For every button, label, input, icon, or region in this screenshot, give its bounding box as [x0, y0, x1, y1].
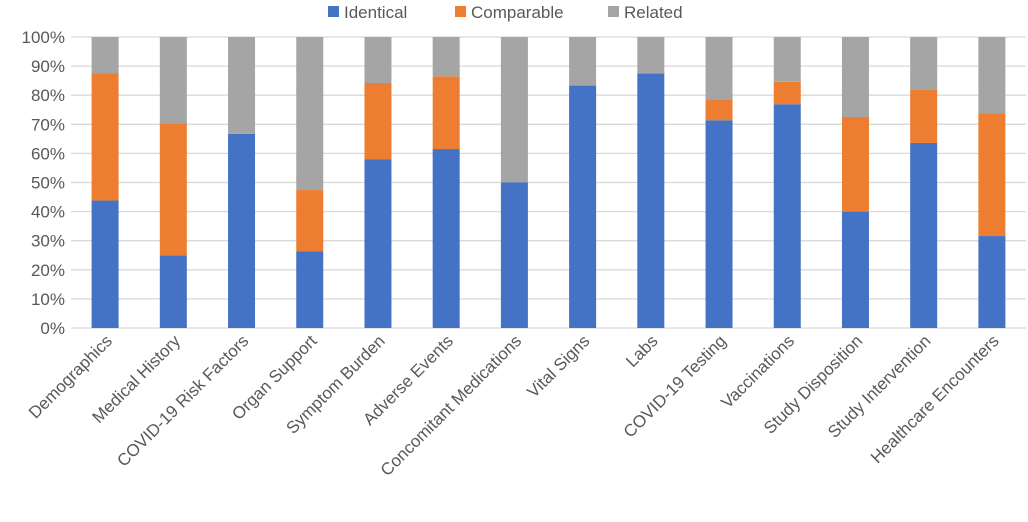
y-tick-label: 70%: [31, 115, 65, 134]
y-tick-label: 60%: [31, 144, 65, 163]
bar-comparable: [910, 89, 938, 143]
bar-identical: [637, 73, 665, 328]
y-tick-label: 30%: [31, 232, 65, 251]
bar-identical: [159, 255, 187, 328]
legend-label: Related: [624, 3, 683, 22]
bar-comparable: [773, 81, 801, 105]
bar-comparable: [296, 190, 324, 252]
bar-identical: [91, 200, 119, 328]
y-tick-label: 10%: [31, 290, 65, 309]
bar-identical: [910, 142, 938, 328]
bar-related: [773, 37, 801, 82]
bar-identical: [364, 159, 392, 328]
bar-comparable: [432, 76, 460, 150]
bar-related: [637, 37, 665, 74]
bar-related: [364, 37, 392, 83]
legend-swatch: [608, 6, 619, 17]
x-tick-label: COVID-19 Risk Factors: [113, 331, 252, 470]
x-tick-label: Vital Signs: [523, 331, 593, 401]
bar-identical: [296, 251, 324, 328]
bar-related: [432, 37, 460, 77]
bar-identical: [228, 133, 256, 328]
bar-comparable: [978, 113, 1006, 237]
y-tick-label: 20%: [31, 261, 65, 280]
bar-related: [569, 37, 597, 86]
bar-related: [159, 37, 187, 124]
bar-identical: [432, 149, 460, 328]
bar-comparable: [841, 117, 869, 212]
bar-identical: [978, 236, 1006, 328]
y-tick-label: 100%: [22, 28, 65, 47]
bar-identical: [569, 85, 597, 328]
y-tick-label: 40%: [31, 203, 65, 222]
bar-related: [296, 37, 324, 191]
bar-related: [841, 37, 869, 118]
y-tick-label: 0%: [40, 319, 65, 338]
bar-related: [705, 37, 733, 100]
bar-identical: [841, 211, 869, 328]
bar-related: [978, 37, 1006, 114]
bar-comparable: [91, 73, 119, 201]
bar-comparable: [705, 99, 733, 121]
x-tick-label: Labs: [622, 331, 662, 371]
bar-related: [228, 37, 256, 134]
legend-swatch: [455, 6, 466, 17]
legend-label: Comparable: [471, 3, 564, 22]
x-tick-label: Healthcare Encounters: [867, 331, 1003, 467]
x-tick-label: Concomitant Medications: [377, 331, 525, 479]
y-tick-label: 80%: [31, 86, 65, 105]
bar-related: [500, 37, 528, 183]
bar-identical: [705, 120, 733, 328]
y-tick-label: 90%: [31, 57, 65, 76]
y-tick-label: 50%: [31, 174, 65, 193]
bar-identical: [500, 182, 528, 328]
legend-swatch: [328, 6, 339, 17]
bar-identical: [773, 104, 801, 328]
bar-comparable: [364, 82, 392, 160]
bar-related: [91, 37, 119, 74]
legend-label: Identical: [344, 3, 407, 22]
bar-related: [910, 37, 938, 90]
bar-comparable: [159, 123, 187, 256]
